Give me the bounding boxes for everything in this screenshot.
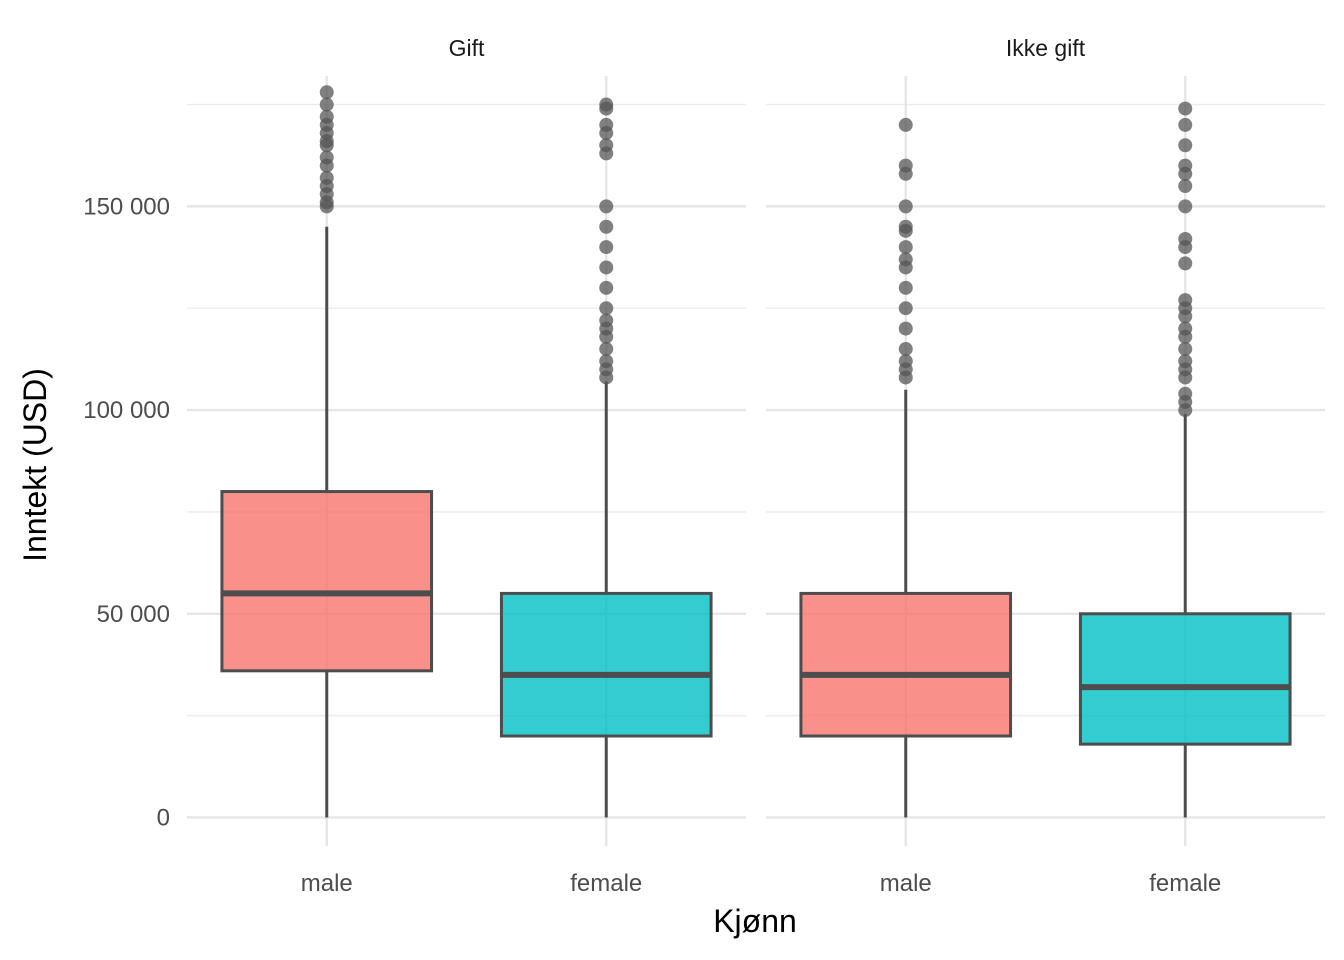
outlier-point [599, 260, 614, 275]
outlier-point [319, 170, 334, 185]
facet-panel: Gift male female [187, 35, 746, 897]
outlier-point [599, 280, 614, 295]
box-male [220, 85, 434, 818]
box-female [499, 97, 713, 818]
outlier-point [599, 354, 614, 369]
y-tick-label: 150 000 [83, 193, 170, 220]
y-tick-label: 0 [157, 804, 170, 831]
outlier-point [1178, 117, 1193, 132]
outlier-point [1178, 341, 1193, 356]
outlier-point [1178, 179, 1193, 193]
outlier-point [898, 252, 913, 267]
outlier-point [599, 117, 614, 132]
outlier-point [599, 301, 614, 316]
y-axis-title: Inntekt (USD) [17, 368, 53, 562]
outlier-point [1178, 101, 1193, 116]
y-tick-label: 100 000 [83, 397, 170, 424]
facet-strip-label: Gift [449, 35, 485, 61]
outlier-point [898, 240, 913, 255]
outlier-point [1178, 386, 1193, 401]
outlier-point [599, 240, 614, 255]
box-iqr [499, 591, 713, 738]
outlier-point [898, 117, 913, 132]
x-tick-label: male [301, 870, 353, 897]
outlier-point [319, 150, 334, 165]
box-iqr [799, 591, 1013, 738]
box-female [1078, 101, 1292, 818]
outlier-point [1178, 256, 1193, 271]
box-male [799, 117, 1013, 818]
panels-layer: Gift male female Ikke gift male female [187, 35, 1325, 897]
outlier-point [1178, 138, 1193, 153]
outlier-point [599, 341, 614, 356]
outlier-point [1178, 321, 1193, 336]
box-iqr [1078, 612, 1292, 746]
outlier-point [319, 109, 334, 124]
outlier-point [319, 85, 334, 100]
outlier-point [1178, 158, 1193, 173]
x-tick-label: female [570, 870, 642, 897]
y-tick-label: 50 000 [97, 601, 170, 628]
outlier-point [898, 280, 913, 295]
outlier-point [1178, 354, 1193, 369]
outlier-point [898, 321, 913, 336]
outlier-point [1178, 293, 1193, 308]
outlier-point [898, 199, 913, 214]
outlier-point [599, 97, 614, 112]
outlier-point [898, 341, 913, 356]
box-iqr [220, 490, 434, 673]
outlier-point [1178, 231, 1193, 246]
x-tick-label: male [880, 870, 932, 897]
outlier-point [599, 313, 614, 328]
outlier-point [599, 219, 614, 234]
outlier-point [599, 199, 614, 214]
outlier-point [898, 354, 913, 369]
outlier-point [1178, 199, 1193, 214]
facet-strip-label: Ikke gift [1006, 35, 1086, 61]
outlier-point [319, 97, 334, 112]
facet-panel: Ikke gift male female [766, 35, 1325, 897]
outlier-point [898, 219, 913, 234]
outlier-point [898, 158, 913, 173]
outlier-point [599, 138, 614, 153]
x-axis-title: Kjønn [713, 903, 797, 939]
outlier-point [898, 301, 913, 316]
y-axis: 0 50 000 100 000 150 000 [83, 193, 170, 831]
x-tick-label: female [1149, 870, 1221, 897]
